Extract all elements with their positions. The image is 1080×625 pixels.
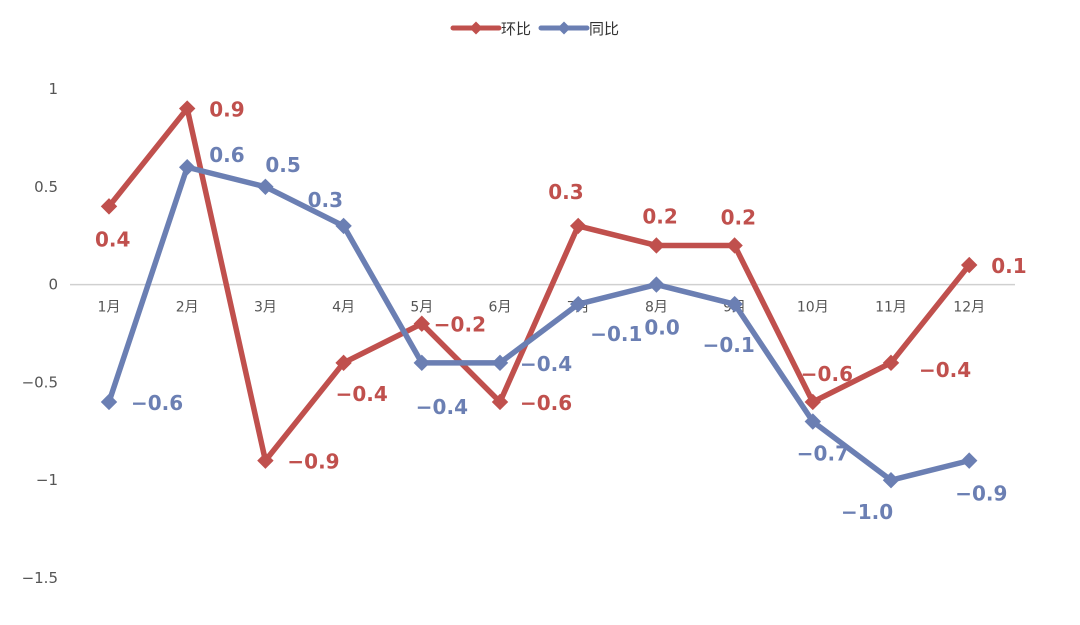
- data-label: −0.6: [520, 391, 572, 415]
- data-point-marker: [648, 237, 665, 254]
- legend-label: 环比: [501, 20, 531, 38]
- data-label: 0.3: [548, 180, 583, 204]
- data-point-marker: [726, 295, 743, 313]
- x-tick-label: 2月: [176, 300, 199, 316]
- data-point-marker: [100, 198, 118, 215]
- data-label: −1.0: [841, 500, 893, 524]
- data-point-marker: [882, 354, 900, 372]
- legend-swatch-marker: [557, 21, 571, 35]
- y-tick-label: −1: [36, 471, 58, 489]
- y-tick-label: −1.5: [22, 569, 58, 587]
- y-tick-label: 0.5: [34, 178, 58, 196]
- x-tick-label: 1月: [98, 300, 121, 316]
- data-point-marker: [804, 413, 822, 430]
- legend-item: 同比: [538, 20, 619, 38]
- series-tongbi: [100, 159, 978, 489]
- data-label: −0.9: [287, 450, 339, 474]
- data-label: −0.7: [797, 442, 849, 466]
- data-point-marker: [335, 217, 352, 235]
- x-tick-label: 10月: [797, 300, 829, 316]
- data-point-marker: [178, 100, 196, 117]
- data-point-marker: [413, 315, 431, 332]
- data-point-marker: [100, 393, 118, 411]
- series-line: [106, 164, 972, 483]
- data-point-marker: [178, 159, 196, 176]
- series-line: [106, 105, 972, 464]
- data-label: −0.9: [955, 482, 1007, 506]
- data-label: 0.9: [209, 98, 244, 122]
- data-label: −0.6: [131, 391, 183, 415]
- series-huanbi: [100, 100, 978, 469]
- data-label: 0.5: [265, 153, 300, 177]
- data-label: −0.6: [801, 362, 853, 386]
- data-point-marker: [569, 217, 587, 235]
- data-label: −0.4: [919, 358, 971, 382]
- data-label: 0.1: [991, 254, 1026, 278]
- data-label: −0.4: [336, 382, 388, 406]
- data-point-marker: [491, 393, 509, 411]
- data-label: 0.6: [209, 143, 244, 167]
- data-point-marker: [491, 354, 509, 372]
- data-label: −0.1: [703, 333, 755, 357]
- legend-item: 环比: [450, 20, 531, 38]
- data-label: 0.4: [95, 227, 130, 251]
- legend-label: 同比: [589, 20, 619, 38]
- x-tick-label: 3月: [254, 300, 277, 316]
- data-point-marker: [648, 276, 665, 293]
- x-tick-label: 6月: [489, 300, 512, 316]
- y-axis: 1 0.5 0 −0.5 −1 −1.5: [22, 80, 58, 587]
- data-point-marker: [335, 354, 352, 372]
- data-point-marker: [960, 452, 978, 469]
- x-tick-label: 4月: [332, 300, 355, 316]
- x-tick-label: 8月: [645, 300, 668, 316]
- y-tick-label: 1: [48, 80, 58, 98]
- data-point-marker: [413, 354, 431, 372]
- data-point-marker: [726, 237, 743, 254]
- x-tick-label: 5月: [410, 300, 433, 316]
- data-label: −0.1: [590, 322, 642, 346]
- data-label: −0.2: [434, 313, 486, 337]
- data-point-marker: [569, 295, 587, 313]
- data-label: 0.2: [642, 204, 677, 228]
- data-point-marker: [882, 471, 900, 489]
- y-tick-label: 0: [48, 276, 58, 294]
- data-label: −0.4: [520, 352, 572, 376]
- data-label: 0.3: [308, 188, 343, 212]
- x-tick-label: 12月: [953, 300, 985, 316]
- data-point-marker: [804, 393, 822, 411]
- data-point-marker: [960, 256, 978, 274]
- data-point-marker: [257, 452, 274, 469]
- legend: 环比 同比: [450, 20, 619, 38]
- data-point-marker: [257, 178, 274, 196]
- data-label: 0.2: [721, 205, 756, 229]
- legend-swatch-marker: [469, 21, 483, 35]
- data-labels: 0.4 0.9 −0.9 −0.4 −0.2 −0.6 0.3 0.2 0.2 −0.6 −0.4 0…: [95, 98, 1027, 525]
- data-label: 0.0: [644, 316, 679, 340]
- x-tick-label: 11月: [875, 300, 907, 316]
- y-tick-label: −0.5: [22, 373, 58, 391]
- series-layer: [100, 100, 978, 489]
- data-label: −0.4: [416, 395, 468, 419]
